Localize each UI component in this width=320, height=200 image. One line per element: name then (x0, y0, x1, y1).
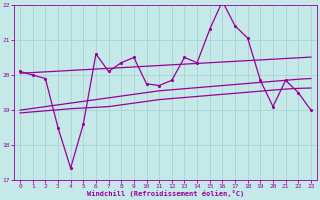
X-axis label: Windchill (Refroidissement éolien,°C): Windchill (Refroidissement éolien,°C) (87, 190, 244, 197)
